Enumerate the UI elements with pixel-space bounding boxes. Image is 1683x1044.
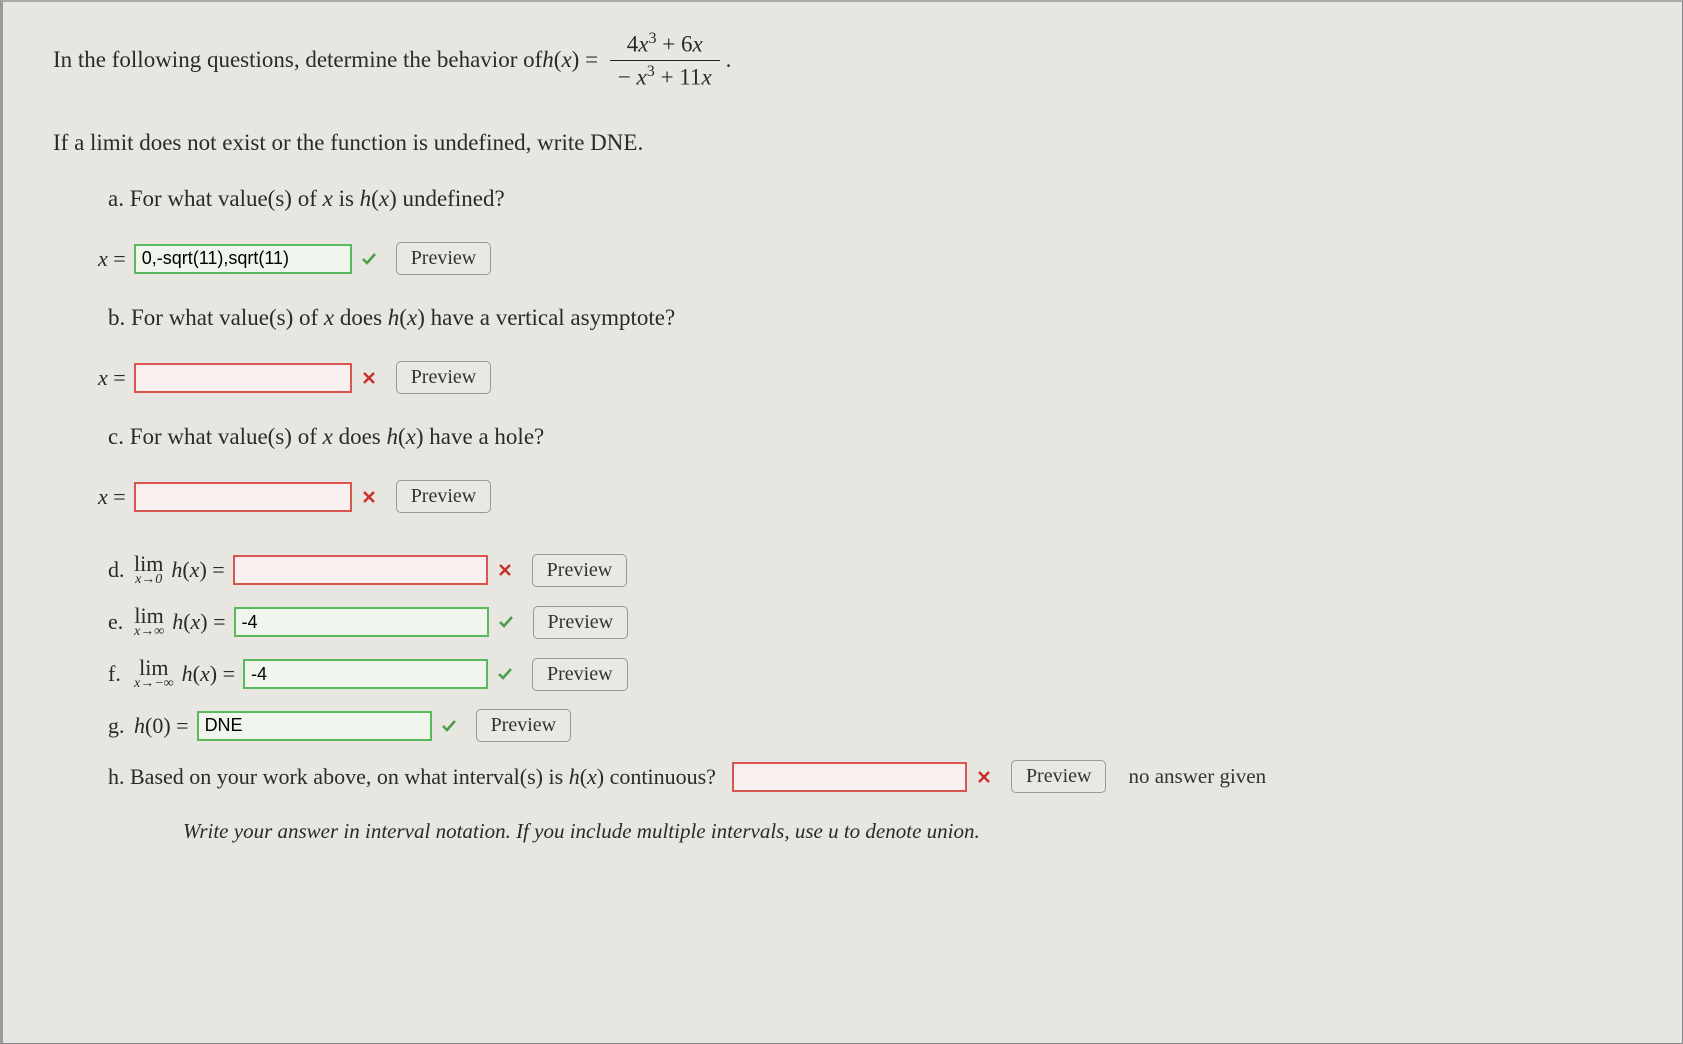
- preview-button[interactable]: Preview: [533, 606, 629, 639]
- part-h-row: h. Based on your work above, on what int…: [108, 760, 1632, 793]
- trailing-dot: .: [726, 47, 732, 73]
- part-d-input[interactable]: [233, 555, 488, 585]
- limit-expr: lim x→0: [134, 553, 163, 587]
- part-c-label: c. For what value(s) of x does h(x) have…: [108, 424, 1632, 450]
- check-icon: [440, 717, 458, 735]
- part-c-answer-row: x = Preview: [98, 480, 1632, 513]
- part-b-input[interactable]: [134, 363, 352, 393]
- part-d-prefix: d.: [108, 557, 126, 583]
- part-e-input[interactable]: [234, 607, 489, 637]
- fraction: 4x3 + 6x − x3 + 11x: [610, 30, 720, 90]
- x-icon: [975, 768, 993, 786]
- preview-button[interactable]: Preview: [532, 658, 628, 691]
- preview-button[interactable]: Preview: [396, 242, 492, 275]
- interval-hint: Write your answer in interval notation. …: [183, 819, 1632, 844]
- part-a-answer-row: x = Preview: [98, 242, 1632, 275]
- limit-expr: lim x→−∞: [134, 657, 174, 691]
- part-a-lhs: x =: [98, 246, 126, 272]
- dne-note: If a limit does not exist or the functio…: [53, 130, 1632, 156]
- part-f-prefix: f.: [108, 661, 126, 687]
- part-g-input[interactable]: [197, 711, 432, 741]
- check-icon: [360, 250, 378, 268]
- part-a-label: a. For what value(s) of x is h(x) undefi…: [108, 186, 1632, 212]
- part-d-func: h(x) =: [171, 557, 224, 583]
- part-f-input[interactable]: [243, 659, 488, 689]
- preview-button[interactable]: Preview: [532, 554, 628, 587]
- preview-button[interactable]: Preview: [476, 709, 572, 742]
- part-e-prefix: e.: [108, 609, 126, 635]
- check-icon: [496, 665, 514, 683]
- preview-button[interactable]: Preview: [396, 361, 492, 394]
- part-b: b. For what value(s) of x does h(x) have…: [108, 305, 1632, 331]
- x-icon: [360, 488, 378, 506]
- part-f-row: f. lim x→−∞ h(x) = Preview: [108, 657, 1632, 691]
- part-c: c. For what value(s) of x does h(x) have…: [108, 424, 1632, 450]
- preview-button[interactable]: Preview: [396, 480, 492, 513]
- intro-text: In the following questions, determine th…: [53, 30, 1632, 90]
- no-answer-text: no answer given: [1128, 764, 1266, 789]
- part-a-input[interactable]: [134, 244, 352, 274]
- part-b-label: b. For what value(s) of x does h(x) have…: [108, 305, 1632, 331]
- part-b-lhs: x =: [98, 365, 126, 391]
- part-b-answer-row: x = Preview: [98, 361, 1632, 394]
- part-g-prefix: g.: [108, 713, 126, 739]
- part-h-input[interactable]: [732, 762, 967, 792]
- fraction-numerator: 4x3 + 6x: [619, 30, 711, 60]
- preview-button[interactable]: Preview: [1011, 760, 1107, 793]
- part-d-row: d. lim x→0 h(x) = Preview: [108, 553, 1632, 587]
- part-c-lhs: x =: [98, 484, 126, 510]
- part-c-input[interactable]: [134, 482, 352, 512]
- fraction-denominator: − x3 + 11x: [610, 60, 720, 91]
- part-e-row: e. lim x→∞ h(x) = Preview: [108, 605, 1632, 639]
- part-a: a. For what value(s) of x is h(x) undefi…: [108, 186, 1632, 212]
- limit-expr: lim x→∞: [134, 605, 164, 639]
- check-icon: [497, 613, 515, 631]
- x-icon: [496, 561, 514, 579]
- question-page: In the following questions, determine th…: [0, 0, 1683, 1044]
- part-h-label: h. Based on your work above, on what int…: [108, 764, 716, 790]
- part-f-func: h(x) =: [182, 661, 235, 687]
- part-e-func: h(x) =: [172, 609, 225, 635]
- intro-prefix: In the following questions, determine th…: [53, 47, 542, 73]
- part-g-func: h(0) =: [134, 713, 189, 739]
- function-name: h: [542, 47, 554, 73]
- part-g-row: g. h(0) = Preview: [108, 709, 1632, 742]
- x-icon: [360, 369, 378, 387]
